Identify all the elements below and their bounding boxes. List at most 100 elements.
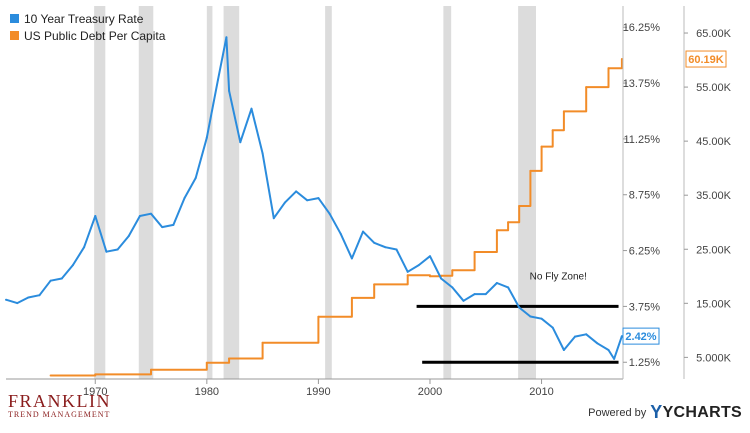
- data-point: [94, 373, 97, 376]
- data-point: [607, 349, 610, 351]
- right-y-tick-label: 35.00K: [696, 190, 732, 202]
- annotation-label: No Fly Zone!: [530, 272, 587, 283]
- data-point: [27, 296, 30, 299]
- data-point: [150, 212, 152, 215]
- data-point: [5, 298, 7, 301]
- left-y-tick-label: 16.25%: [623, 22, 661, 34]
- data-point: [194, 177, 197, 179]
- data-point: [495, 282, 498, 284]
- data-point: [138, 215, 141, 217]
- legend-swatch: [10, 14, 19, 23]
- data-point: [239, 141, 242, 144]
- recession-band: [138, 6, 154, 379]
- data-point: [228, 357, 231, 360]
- powered-by-text: Powered by: [588, 406, 647, 419]
- recession-band: [443, 6, 452, 379]
- series-line: [50, 59, 623, 377]
- data-point: [150, 368, 152, 371]
- right-y-tick-label: 15.00K: [696, 298, 732, 310]
- data-point: [585, 86, 588, 89]
- data-point: [620, 58, 623, 60]
- data-point: [540, 145, 543, 148]
- data-point: [518, 205, 521, 207]
- data-point: [116, 248, 119, 251]
- data-point: [172, 223, 175, 226]
- x-tick-label: 1980: [195, 386, 219, 398]
- data-point: [373, 241, 376, 244]
- x-tick-label: 1990: [306, 386, 330, 398]
- ycharts-wordmark: YCHARTS: [662, 403, 742, 421]
- data-point: [395, 248, 398, 251]
- data-point: [339, 232, 342, 235]
- rate-last-value-box: [622, 327, 660, 345]
- data-point: [585, 333, 588, 336]
- left-y-tick-label: 6.25%: [629, 246, 660, 258]
- left-y-tick-label: 3.75%: [629, 301, 660, 313]
- recession-band: [325, 6, 332, 379]
- data-point: [562, 349, 565, 351]
- data-point: [373, 283, 376, 286]
- data-point: [127, 235, 130, 238]
- data-point: [451, 269, 454, 272]
- data-point: [272, 217, 275, 220]
- data-point: [49, 279, 52, 282]
- x-tick-label: 2010: [529, 386, 553, 398]
- legend-swatch: [10, 31, 19, 40]
- data-point: [529, 315, 532, 318]
- series-line: [5, 36, 623, 360]
- data-point: [429, 275, 431, 278]
- recession-band: [94, 6, 106, 379]
- data-point: [261, 341, 264, 344]
- right-y-tick-label: 25.00K: [696, 244, 732, 256]
- data-point: [105, 250, 108, 253]
- rate-last-value-label: 2.42%: [625, 331, 656, 343]
- left-y-tick-label: 11.25%: [624, 134, 661, 146]
- data-point: [429, 255, 431, 258]
- data-point: [607, 67, 610, 70]
- data-point: [473, 293, 476, 296]
- data-point: [529, 169, 532, 172]
- data-point: [217, 78, 219, 81]
- franklin-logo: FRANKLIN TREND MANAGEMENT: [8, 392, 111, 419]
- data-point: [551, 129, 554, 132]
- recession-band: [223, 6, 240, 379]
- data-point: [60, 277, 63, 280]
- data-point: [507, 286, 510, 289]
- data-point: [161, 226, 164, 229]
- data-point: [283, 201, 286, 204]
- data-point: [83, 246, 86, 249]
- right-y-tick-label: 55.00K: [696, 82, 732, 94]
- ycharts-logo: Y YCHARTS: [650, 402, 742, 422]
- recession-band: [518, 6, 536, 379]
- data-point: [406, 274, 409, 277]
- data-point: [261, 152, 264, 155]
- data-point: [406, 270, 409, 273]
- data-point: [462, 299, 465, 302]
- legend-label: US Public Debt Per Capita: [24, 29, 166, 43]
- data-point: [317, 315, 320, 318]
- data-point: [551, 326, 554, 329]
- data-point: [484, 293, 487, 296]
- data-point: [205, 136, 208, 139]
- powered-by-ycharts[interactable]: Powered by Y YCHARTS: [588, 402, 742, 423]
- data-point: [38, 294, 41, 297]
- data-point: [49, 374, 52, 377]
- data-point: [495, 229, 498, 232]
- left-y-tick-label: 1.25%: [629, 357, 660, 369]
- data-point: [16, 302, 19, 305]
- data-point: [518, 306, 521, 309]
- data-point: [94, 215, 97, 217]
- recession-band: [206, 6, 213, 379]
- data-point: [71, 264, 74, 267]
- data-point: [295, 190, 298, 193]
- data-point: [507, 221, 510, 224]
- data-point: [225, 36, 228, 39]
- data-point: [384, 246, 387, 249]
- legend-label: 10 Year Treasury Rate: [24, 12, 144, 26]
- data-point: [328, 212, 331, 215]
- data-point: [440, 277, 443, 280]
- data-point: [596, 342, 599, 345]
- data-point: [350, 257, 353, 260]
